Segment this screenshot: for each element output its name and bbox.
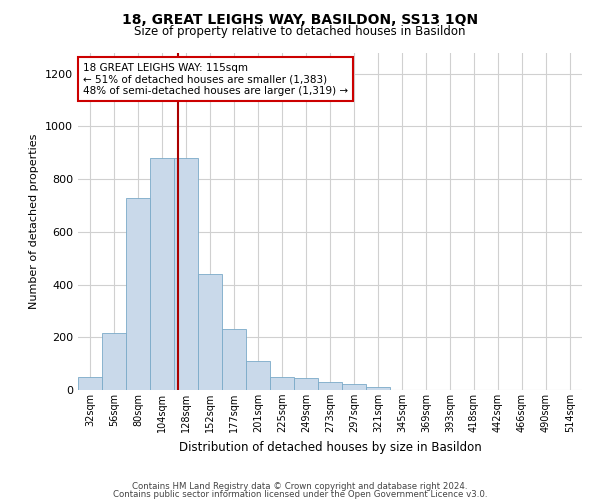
Text: Contains public sector information licensed under the Open Government Licence v3: Contains public sector information licen… — [113, 490, 487, 499]
Y-axis label: Number of detached properties: Number of detached properties — [29, 134, 40, 309]
Bar — [198, 274, 222, 390]
Text: Size of property relative to detached houses in Basildon: Size of property relative to detached ho… — [134, 25, 466, 38]
Bar — [78, 377, 102, 390]
X-axis label: Distribution of detached houses by size in Basildon: Distribution of detached houses by size … — [179, 440, 481, 454]
Bar — [150, 158, 174, 390]
Bar — [270, 378, 294, 390]
Bar — [318, 382, 342, 390]
Text: Contains HM Land Registry data © Crown copyright and database right 2024.: Contains HM Land Registry data © Crown c… — [132, 482, 468, 491]
Bar — [102, 332, 126, 390]
Bar — [246, 361, 270, 390]
Bar — [366, 388, 390, 390]
Bar — [294, 378, 318, 390]
Text: 18 GREAT LEIGHS WAY: 115sqm
← 51% of detached houses are smaller (1,383)
48% of : 18 GREAT LEIGHS WAY: 115sqm ← 51% of det… — [83, 62, 348, 96]
Bar — [342, 384, 366, 390]
Bar — [126, 198, 150, 390]
Text: 18, GREAT LEIGHS WAY, BASILDON, SS13 1QN: 18, GREAT LEIGHS WAY, BASILDON, SS13 1QN — [122, 12, 478, 26]
Bar — [222, 330, 246, 390]
Bar — [174, 158, 198, 390]
